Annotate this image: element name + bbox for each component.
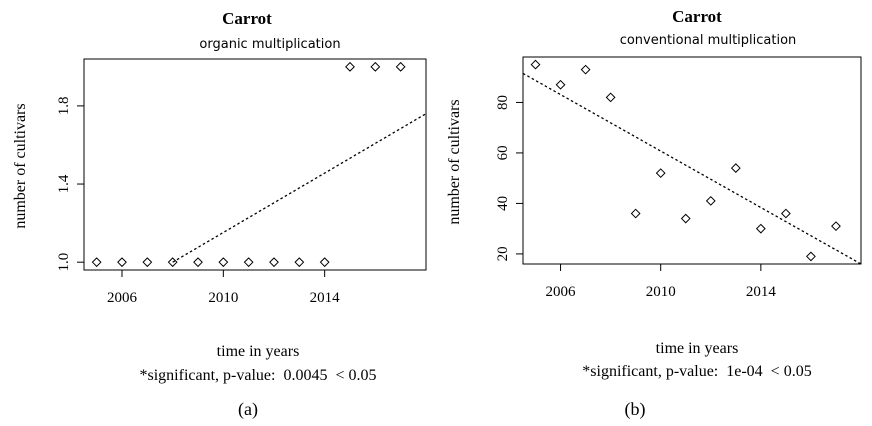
trend-line-group	[172, 113, 426, 263]
data-point	[269, 257, 279, 268]
data-point	[395, 61, 406, 72]
data-point	[142, 257, 153, 268]
plot-frame	[522, 56, 862, 265]
trend-line-group	[523, 72, 861, 264]
data-point	[806, 251, 816, 262]
data-point	[680, 213, 691, 224]
data-point	[319, 257, 330, 268]
data-point	[580, 64, 591, 75]
x-axis: 2006 2010 2014	[546, 264, 777, 300]
data-point	[117, 257, 127, 268]
data-point	[345, 61, 355, 72]
x-tick-label: 2010	[208, 290, 238, 306]
y-tick-label: 20	[495, 246, 511, 261]
chart-subtitle: organic multiplication	[199, 37, 340, 52]
significance-note: *significant, p-value: 1e-04 < 0.05	[582, 363, 811, 380]
trend-line	[172, 113, 426, 263]
y-axis-label: number of cultivars	[12, 103, 29, 228]
data-point	[555, 79, 566, 90]
x-tick-label: 2006	[107, 290, 138, 306]
data-point	[705, 195, 716, 206]
y-tick-label: 80	[495, 95, 511, 110]
data-point	[243, 257, 254, 268]
trend-line	[523, 72, 861, 264]
data-point	[755, 223, 766, 234]
data-points	[91, 61, 406, 268]
data-point	[605, 92, 616, 103]
y-tick-label: 1.4	[56, 174, 72, 193]
data-point	[167, 257, 178, 268]
chart-subtitle: conventional multiplication	[620, 33, 797, 48]
data-point	[91, 257, 102, 268]
x-axis-label: time in years	[217, 343, 300, 360]
y-axis-label: number of cultivars	[446, 99, 463, 224]
data-point	[218, 257, 229, 268]
x-tick-label: 2014	[746, 284, 777, 300]
data-point	[193, 257, 203, 268]
significance-note: *significant, p-value: 0.0045 < 0.05	[140, 367, 377, 384]
data-point	[730, 163, 741, 173]
y-axis: 1.0 1.4 1.8	[56, 97, 84, 272]
data-points	[530, 59, 841, 262]
plot-frame	[83, 58, 427, 271]
panel-label: (a)	[238, 399, 258, 420]
y-tick-label: 1.0	[56, 253, 72, 272]
panel-label: (b)	[625, 399, 646, 420]
x-tick-label: 2010	[646, 284, 676, 300]
y-axis: 20 40 60 80	[495, 95, 523, 261]
x-axis: 2006 2010 2014	[107, 270, 340, 306]
data-point	[530, 59, 541, 70]
data-point	[831, 221, 841, 232]
data-point	[630, 208, 641, 219]
x-tick-label: 2014	[310, 290, 341, 306]
y-tick-label: 1.8	[56, 97, 72, 116]
chart-organic: Carrot organic multiplication 2006 2010 20…	[12, 9, 427, 420]
data-point	[294, 257, 305, 268]
chart-title: Carrot	[672, 7, 722, 26]
y-tick-label: 40	[495, 196, 511, 211]
data-point	[655, 168, 666, 179]
chart-conventional: Carrot conventional multiplication 2006 2…	[446, 7, 862, 420]
data-point	[370, 61, 381, 72]
y-tick-label: 60	[495, 145, 511, 160]
x-tick-label: 2006	[546, 284, 577, 300]
data-point	[780, 208, 791, 219]
chart-title: Carrot	[222, 9, 272, 28]
x-axis-label: time in years	[656, 340, 739, 357]
